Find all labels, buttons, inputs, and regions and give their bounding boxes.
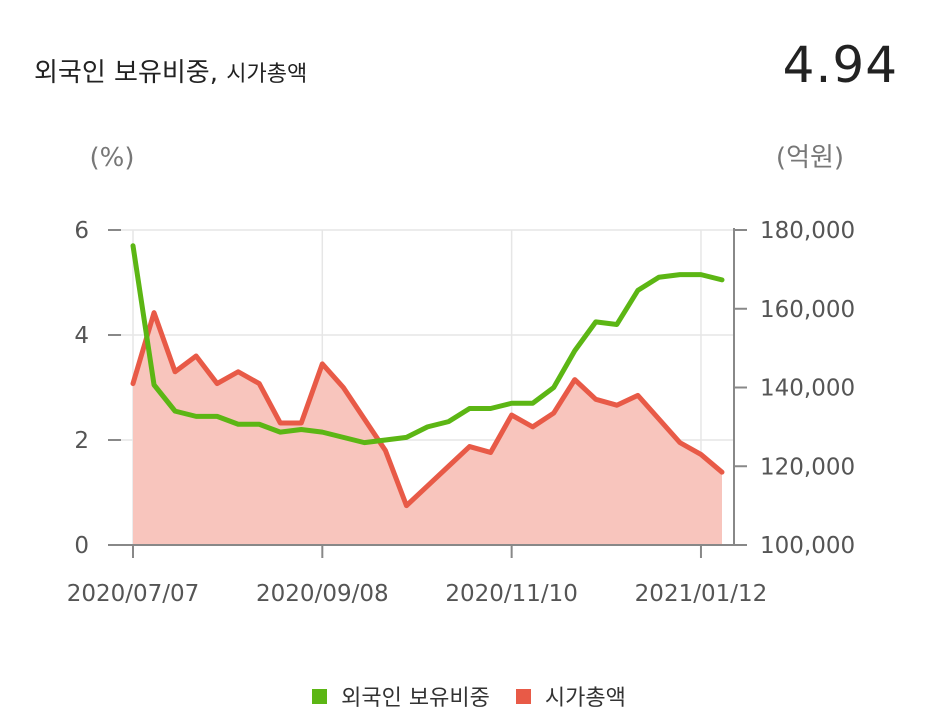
chart-title-sub: 시가총액 xyxy=(226,62,308,87)
chart-title: 외국인 보유비중, 시가총액 xyxy=(34,52,307,89)
market-cap-line xyxy=(130,310,725,509)
right-tick-label-3: 160,000 xyxy=(760,297,855,323)
legend-swatch-foreign-ratio xyxy=(312,688,328,704)
chart-area: (%) (억원) 0 2 4 6 100,000 120,000 140,000 160,00… xyxy=(67,143,855,607)
left-axis-unit: (%) xyxy=(90,143,135,173)
axis-layer: 0 2 4 6 100,000 120,000 140,000 160,000 180,000 2… xyxy=(67,218,855,607)
current-value: 4.94 xyxy=(782,36,898,94)
legend-item-market-cap[interactable]: 시가총액 xyxy=(515,680,626,712)
area-layer xyxy=(133,312,722,545)
market-cap-area xyxy=(133,312,722,545)
left-tick-label-2: 4 xyxy=(74,323,89,349)
x-tick-label-0: 2020/07/07 xyxy=(67,581,200,607)
right-tick-label-4: 180,000 xyxy=(760,218,855,244)
line-layer xyxy=(130,243,725,509)
right-tick-label-2: 140,000 xyxy=(760,376,855,402)
left-tick-label-1: 2 xyxy=(74,428,89,454)
right-tick-label-1: 120,000 xyxy=(760,454,855,480)
x-tick-label-1: 2020/09/08 xyxy=(256,581,389,607)
right-axis-unit: (억원) xyxy=(776,143,844,173)
legend-label-foreign-ratio: 외국인 보유비중 xyxy=(341,686,490,711)
chart-title-main: 외국인 보유비중, xyxy=(34,58,218,88)
legend-label-market-cap: 시가총액 xyxy=(544,686,626,711)
right-tick-label-0: 100,000 xyxy=(760,533,855,559)
foreign-ratio-line xyxy=(130,243,725,446)
legend-item-foreign-ratio[interactable]: 외국인 보유비중 xyxy=(312,680,490,712)
legend: 외국인 보유비중 시가총액 xyxy=(0,680,938,712)
left-tick-label-3: 6 xyxy=(74,218,89,244)
x-tick-label-3: 2021/01/12 xyxy=(635,581,768,607)
left-tick-label-0: 0 xyxy=(74,533,89,559)
x-tick-label-2: 2020/11/10 xyxy=(445,581,578,607)
legend-swatch-market-cap xyxy=(515,688,531,704)
